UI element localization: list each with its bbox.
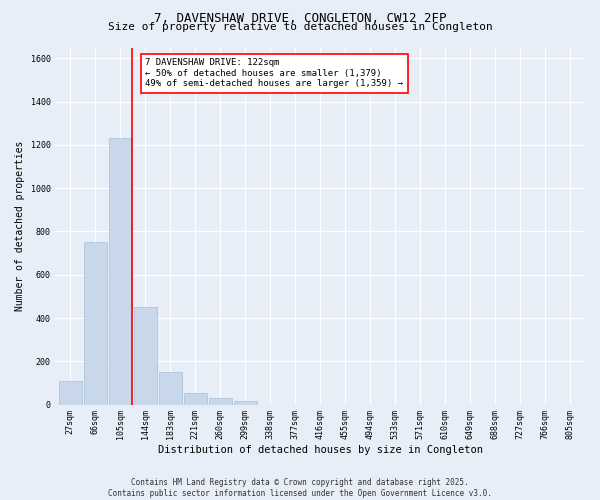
Text: 7 DAVENSHAW DRIVE: 122sqm
← 50% of detached houses are smaller (1,379)
49% of se: 7 DAVENSHAW DRIVE: 122sqm ← 50% of detac… <box>145 58 403 88</box>
Text: 7, DAVENSHAW DRIVE, CONGLETON, CW12 2FP: 7, DAVENSHAW DRIVE, CONGLETON, CW12 2FP <box>154 12 446 26</box>
X-axis label: Distribution of detached houses by size in Congleton: Distribution of detached houses by size … <box>158 445 483 455</box>
Bar <box>184 392 206 404</box>
Y-axis label: Number of detached properties: Number of detached properties <box>15 141 25 311</box>
Bar <box>134 307 157 404</box>
Bar <box>109 138 131 404</box>
Bar <box>234 402 257 404</box>
Text: Contains HM Land Registry data © Crown copyright and database right 2025.
Contai: Contains HM Land Registry data © Crown c… <box>108 478 492 498</box>
Bar <box>59 381 82 404</box>
Bar <box>159 372 182 404</box>
Text: Size of property relative to detached houses in Congleton: Size of property relative to detached ho… <box>107 22 493 32</box>
Bar <box>84 242 107 404</box>
Bar <box>209 398 232 404</box>
